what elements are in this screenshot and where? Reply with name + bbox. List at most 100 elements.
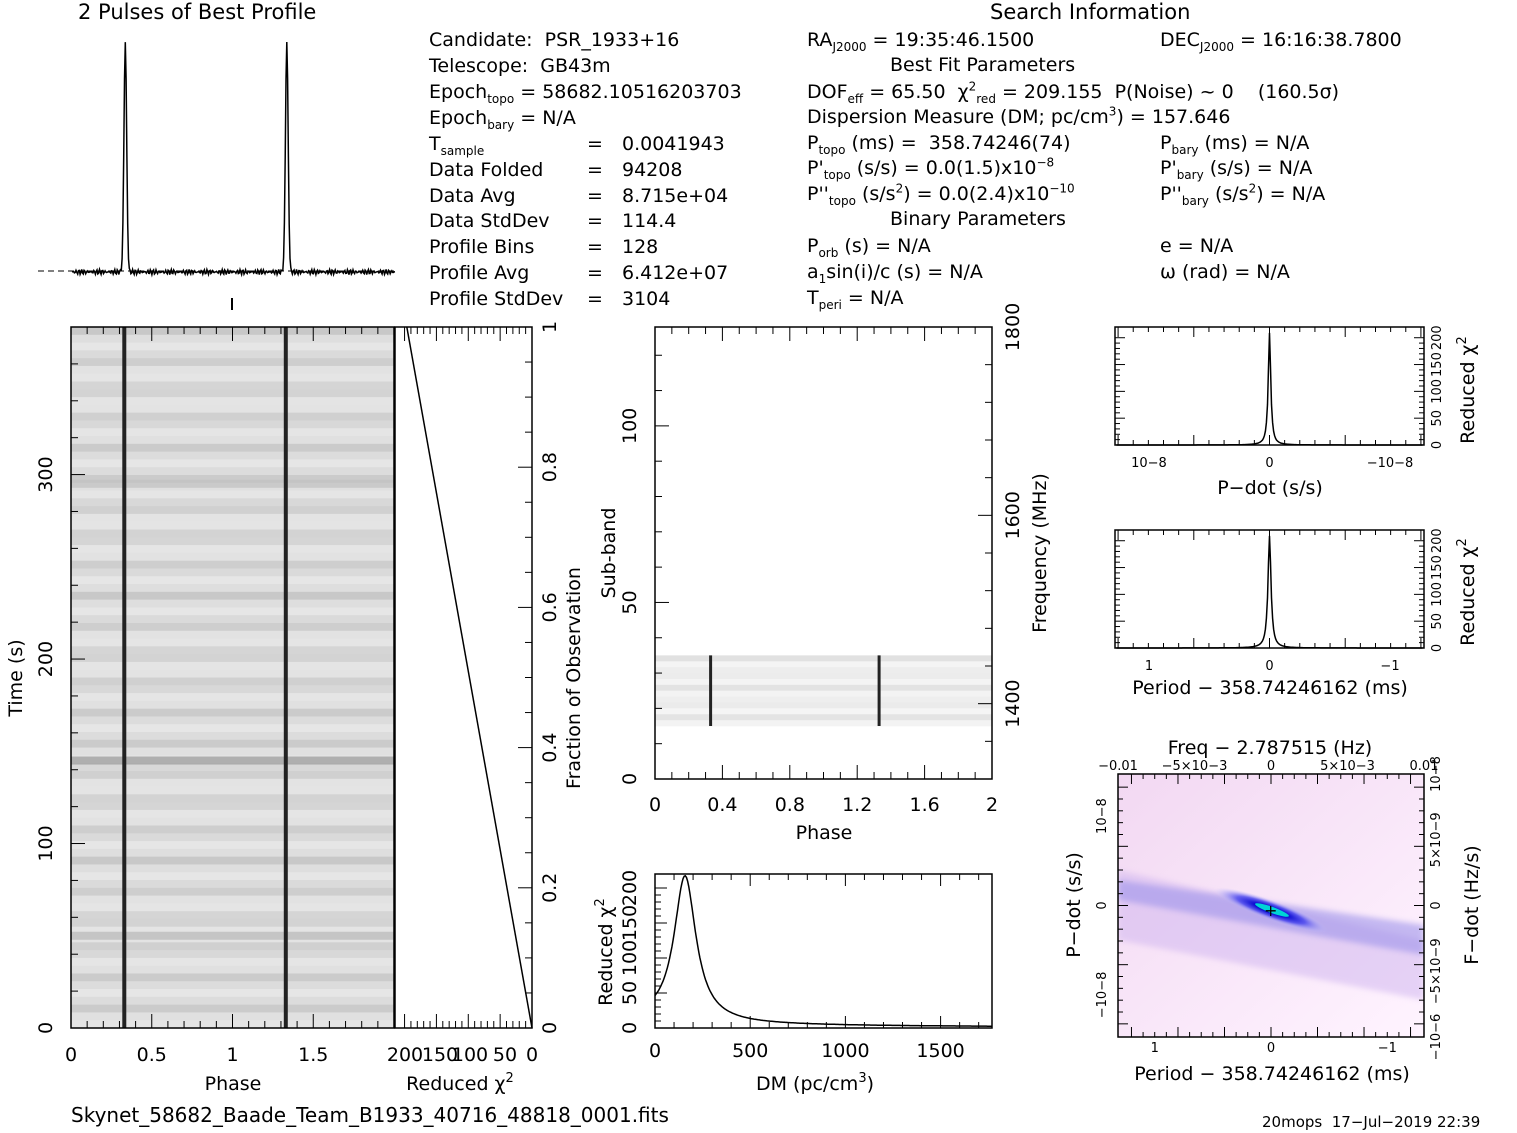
info-eq: = xyxy=(587,158,603,181)
waterfall-row xyxy=(71,794,394,803)
tick-label: 0.4 xyxy=(707,794,737,816)
pddot-bary: P''bary (s/s2) = N/A xyxy=(1160,181,1326,208)
tick-label: 0 xyxy=(526,1044,538,1066)
pdot-bary: P'bary (s/s) = N/A xyxy=(1160,157,1313,182)
chi-fraction-line xyxy=(406,326,533,1029)
info-value: 128 xyxy=(622,236,659,259)
waterfall-row xyxy=(71,436,394,445)
tick-label: 0 xyxy=(1095,901,1110,909)
epoch-bary: Epochbary = N/A xyxy=(429,107,576,132)
tick-label: 1.5 xyxy=(298,1044,328,1066)
info-value: 3104 xyxy=(622,287,671,310)
tick-label: 10−8 xyxy=(1095,798,1110,834)
tick-label: 0 xyxy=(649,1040,661,1062)
eccentricity: e = N/A xyxy=(1160,235,1234,257)
map-top-label: Freq − 2.787515 (Hz) xyxy=(1168,737,1372,759)
subband-row xyxy=(655,678,992,686)
tick-label: 0.2 xyxy=(539,873,561,903)
chi-fraction-ylabel: Fraction of Observation xyxy=(563,567,585,789)
info-value: 0.0041943 xyxy=(622,133,725,155)
waterfall-row xyxy=(71,957,394,967)
waterfall-row xyxy=(71,817,394,826)
tick-label: 0 xyxy=(1267,1041,1275,1056)
pdot-chi-ylabel: Reduced χ2 xyxy=(1455,336,1479,444)
waterfall-row xyxy=(71,786,394,795)
tick-label: −10−8 xyxy=(1095,972,1110,1019)
info-eq: = xyxy=(587,262,603,284)
waterfall-row xyxy=(71,965,394,974)
map-right-label: F−dot (Hz/s) xyxy=(1461,845,1483,964)
waterfall-row xyxy=(71,381,394,390)
waterfall-row xyxy=(71,498,394,507)
p-pdot-map: + 1 0 −1−0.01 −5×10−3 0 5×10−3 0.0110−80−10−8−… xyxy=(1095,756,1444,1060)
info-eq: = xyxy=(587,236,603,259)
tick-label: 1 xyxy=(1145,659,1153,674)
tick-label: 1500 xyxy=(916,1040,964,1062)
waterfall-row xyxy=(71,537,394,546)
waterfall-row xyxy=(71,887,394,897)
tick-label: 0 xyxy=(619,1022,641,1034)
info-row: Profile Bins xyxy=(429,236,535,259)
subband-row xyxy=(655,696,992,703)
waterfall-row xyxy=(71,397,394,406)
profile-line xyxy=(71,41,396,278)
waterfall-row xyxy=(71,950,394,959)
tick-label: 0 xyxy=(35,1022,57,1034)
subband-row xyxy=(655,667,992,674)
tick-label: 0 xyxy=(1267,759,1275,774)
waterfall-row xyxy=(71,599,394,608)
tick-label: 0 xyxy=(1429,901,1444,909)
period-chi-ylabel: Reduced χ2 xyxy=(1455,538,1479,646)
candidate: Candidate: PSR_1933+16 xyxy=(429,29,680,51)
tick-label: −5×10−3 xyxy=(1162,759,1228,774)
info-row: Profile Avg xyxy=(429,262,530,284)
info-value: 6.412e+07 xyxy=(622,262,729,284)
tick-label: 0.6 xyxy=(539,592,561,622)
subband-row xyxy=(655,690,992,697)
tick-label: 0.4 xyxy=(539,732,561,762)
ra: RAJ2000 = 19:35:46.1500 xyxy=(807,29,1035,54)
tick-label: 1 xyxy=(1151,1041,1159,1056)
subband-row xyxy=(655,684,992,692)
waterfall-row xyxy=(71,654,394,663)
period-chi-plot: 1 0 −1 0 50 100 150 200 xyxy=(1114,528,1445,674)
a1-sini: a1sin(i)/c (s) = N/A xyxy=(807,261,983,286)
waterfall-row xyxy=(71,911,394,920)
info-eq: = xyxy=(587,184,603,207)
tick-label: 1800 xyxy=(1002,303,1024,351)
waterfall-row xyxy=(71,833,394,842)
waterfall-row xyxy=(71,848,394,858)
waterfall-row xyxy=(71,770,394,780)
tick-label: 50 xyxy=(1430,410,1445,427)
tick-label: 10−8 xyxy=(1131,456,1167,471)
waterfall-row xyxy=(71,747,394,756)
tick-label: 2 xyxy=(986,794,998,816)
waterfall-row xyxy=(71,568,394,577)
waterfall-row xyxy=(71,490,394,499)
waterfall-row xyxy=(71,342,394,351)
tick-label: 1400 xyxy=(1002,679,1024,727)
t-peri: Tperi = N/A xyxy=(807,287,904,312)
time-phase-ylabel: Time (s) xyxy=(5,639,27,717)
tick-label: 100 xyxy=(35,825,57,861)
waterfall-row xyxy=(71,802,394,811)
tick-label: 0 xyxy=(1265,659,1273,674)
dec: DECJ2000 = 16:16:38.7800 xyxy=(1160,29,1402,54)
search-title: Search Information xyxy=(990,0,1191,24)
map-ylabel: P−dot (s/s) xyxy=(1063,852,1085,958)
waterfall-row xyxy=(71,350,394,359)
tick-label: 150 xyxy=(1430,555,1445,580)
subband-row xyxy=(655,655,992,662)
tick-label: 200 xyxy=(619,870,641,906)
tick-label: 200 xyxy=(1430,325,1445,350)
tick-label: −10−6 xyxy=(1429,1014,1444,1061)
waterfall-row xyxy=(71,646,394,655)
profile-plot xyxy=(38,41,396,310)
waterfall-row xyxy=(71,973,394,982)
tick-label: 150 xyxy=(619,905,641,941)
waterfall-row xyxy=(71,872,394,881)
epoch-topo: Epochtopo = 58682.10516203703 xyxy=(429,81,742,106)
tick-label: −10−8 xyxy=(1367,456,1414,471)
waterfall-row xyxy=(71,981,394,990)
waterfall-row xyxy=(71,607,394,616)
